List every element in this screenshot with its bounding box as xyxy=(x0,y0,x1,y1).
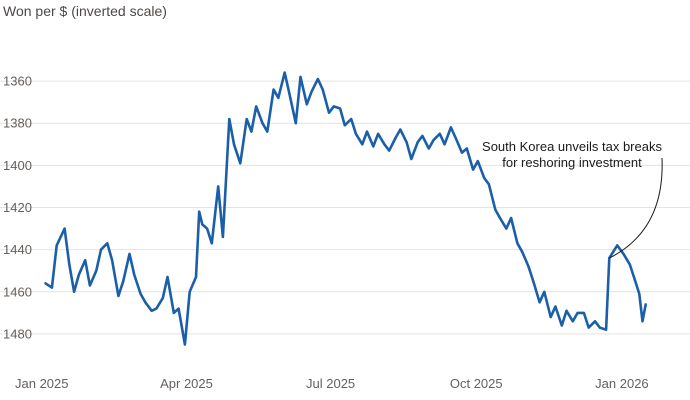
gridlines xyxy=(0,80,690,335)
annotation-text: South Korea unveils tax breaks xyxy=(482,139,662,154)
y-tick-label: 1480 xyxy=(3,326,32,341)
series-layer xyxy=(44,71,648,346)
annotation-leader-line xyxy=(609,157,663,259)
y-tick-label: 1440 xyxy=(3,242,32,257)
x-tick-label: Apr 2025 xyxy=(160,376,213,391)
annotation-text: for reshoring investment xyxy=(502,155,642,170)
x-tick-label: Jan 2025 xyxy=(15,376,69,391)
y-axis-title: Won per $ (inverted scale) xyxy=(3,3,167,19)
y-axis-ticks: 1360 1380 1400 1420 1440 1460 1480 xyxy=(3,74,32,342)
x-axis-ticks: Jan 2025 Apr 2025 Jul 2025 Oct 2025 Jan 2026 xyxy=(15,376,649,391)
y-tick-label: 1360 xyxy=(3,74,32,89)
series-line xyxy=(44,71,648,346)
y-tick-label: 1380 xyxy=(3,116,32,131)
y-tick-label: 1400 xyxy=(3,158,32,173)
x-tick-label: Jul 2025 xyxy=(306,376,355,391)
x-tick-label: Oct 2025 xyxy=(450,376,503,391)
y-tick-label: 1460 xyxy=(3,284,32,299)
y-tick-label: 1420 xyxy=(3,200,32,215)
x-tick-label: Jan 2026 xyxy=(595,376,649,391)
